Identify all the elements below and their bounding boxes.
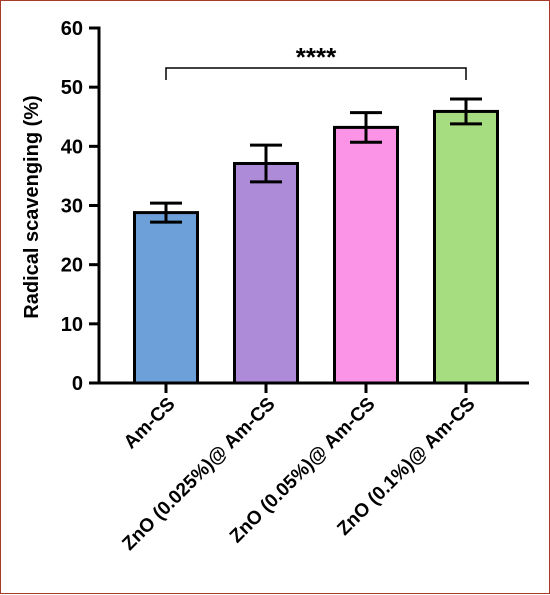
significance-line xyxy=(165,67,467,80)
significance-label: **** xyxy=(296,42,337,72)
y-tick-label-0: 0 xyxy=(72,373,83,395)
y-tick-label-3: 30 xyxy=(61,196,83,218)
bar-3 xyxy=(433,109,499,385)
bar-0 xyxy=(133,211,199,385)
y-axis-title: Radical scavenging (%) xyxy=(21,95,43,318)
x-tick-label-0: Am-CS xyxy=(120,394,180,454)
y-tick-label-4: 40 xyxy=(61,136,83,158)
bar-1 xyxy=(233,161,299,385)
significance-bracket: **** xyxy=(165,42,467,80)
y-tick-label-6: 60 xyxy=(61,18,83,40)
y-tick-label-2: 20 xyxy=(61,255,83,277)
bar-2 xyxy=(333,125,399,385)
bars xyxy=(133,97,499,385)
y-tick-label-5: 50 xyxy=(61,77,83,99)
y-tick-label-1: 10 xyxy=(61,314,83,336)
